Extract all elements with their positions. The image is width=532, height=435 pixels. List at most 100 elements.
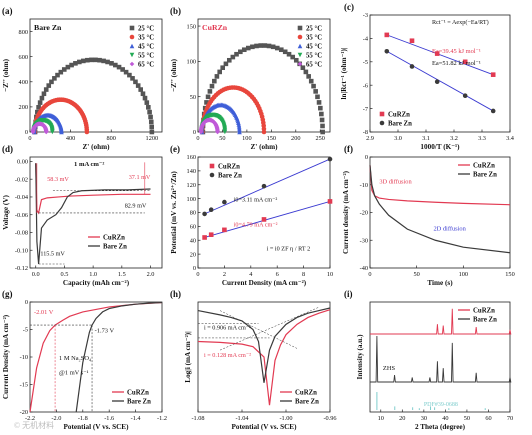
y-tick-label: -40 <box>360 265 368 272</box>
x-tick-label: 100 <box>459 271 468 278</box>
data-point <box>205 94 211 100</box>
data-point <box>270 44 276 50</box>
legend-swatch <box>129 52 135 58</box>
legend-swatch <box>209 172 215 178</box>
series-0 <box>200 43 325 135</box>
legend-swatch <box>129 43 135 49</box>
data-point <box>306 74 311 79</box>
panel-c: 2.9 3.0 3.1 3.2 3.3 3.4 -8 -7 -6 -5 -4 -3 1000/T (K⁻… <box>340 2 515 151</box>
x-tick-label: 3.4 <box>506 135 515 142</box>
plot-frame <box>369 14 511 133</box>
panel-label: (h) <box>170 289 181 299</box>
legend-item: Bare Zn <box>103 243 127 250</box>
data-point <box>222 129 228 135</box>
data-point <box>316 100 322 105</box>
data-point <box>123 69 129 75</box>
legend-item: 45 °C <box>138 43 154 50</box>
data-point <box>222 199 227 205</box>
data-point <box>409 64 415 69</box>
data-point <box>55 72 60 78</box>
data-point <box>384 32 390 38</box>
y-tick-label: -8 <box>363 129 368 136</box>
legend-swatch <box>297 43 303 49</box>
x-tick-label: 3.2 <box>450 135 458 142</box>
legend-item: 45 °C <box>306 43 322 50</box>
legend-item: CuRZn <box>103 234 125 241</box>
data-point <box>238 49 243 55</box>
data-point <box>148 119 154 125</box>
y-tick-label: 0 <box>25 129 28 136</box>
data-point <box>278 47 284 53</box>
annotation: 1 M Na₂SO₄ <box>59 355 91 362</box>
data-point <box>202 235 207 240</box>
x-tick-label: -0.96 <box>323 415 336 422</box>
data-point <box>39 95 45 101</box>
data-point <box>120 67 125 72</box>
y-tick-label: -5 <box>363 59 368 66</box>
data-point <box>84 129 90 135</box>
y-axis-label: Current density (mA cm⁻²) <box>342 170 350 254</box>
legend-item: 25 °C <box>138 25 154 32</box>
data-point <box>327 199 333 204</box>
data-point <box>89 57 94 63</box>
guide-line <box>219 306 320 351</box>
data-point <box>230 54 236 60</box>
xrd-pattern <box>370 308 512 335</box>
y-tick-label: -5 <box>23 327 28 334</box>
annotation: i = 0.906 mA cm⁻² <box>204 325 251 332</box>
annotation: -1.73 V <box>95 327 115 334</box>
legend-item: Bare Zn <box>127 398 151 405</box>
data-point <box>490 108 496 114</box>
panel-g: -2.2 -2.0 -1.8 -1.6 -1.4 -1.2 -20 -15 -10 -5 0 Pote… <box>2 289 167 431</box>
inset-title: Bare Zn <box>34 23 62 32</box>
data-point <box>293 57 299 63</box>
data-point <box>144 100 150 105</box>
y-tick-label: 100 <box>187 196 196 203</box>
x-axis-label: Current Density (mA cm⁻²) <box>222 279 307 287</box>
data-point <box>116 64 122 70</box>
x-tick-label: -1.6 <box>104 415 114 422</box>
figure-watermark: © 无机材料 <box>14 420 54 430</box>
plot-frame <box>369 301 511 413</box>
y-tick-label: 0 <box>25 299 28 306</box>
x-tick-label: 100 <box>242 135 251 142</box>
x-tick-label: 4 <box>249 271 253 278</box>
data-point <box>311 83 316 89</box>
data-point <box>149 129 155 135</box>
data-point <box>250 44 255 50</box>
x-tick-label: -1.08 <box>191 415 204 422</box>
series-line <box>29 301 163 413</box>
y-tick-label: -20 <box>360 210 368 217</box>
annotation: PDF#39-0688 <box>424 402 458 408</box>
data-point <box>300 65 306 71</box>
data-point <box>109 61 114 66</box>
data-point <box>319 117 325 123</box>
data-point <box>127 72 132 78</box>
data-point <box>148 114 153 120</box>
x-tick-label: 2.0 <box>147 271 155 278</box>
y-tick-label: 20 <box>190 251 196 258</box>
x-axis-label: Potential (V vs. SCE) <box>64 423 130 431</box>
x-tick-label: -1.8 <box>78 415 88 422</box>
data-point <box>261 183 267 189</box>
y-tick-label: -0.06 <box>15 212 28 219</box>
x-tick-label: 250 <box>315 135 324 142</box>
panel-label: (c) <box>344 2 354 12</box>
y-tick-label: 0 <box>193 265 196 272</box>
legend-item: Bare Zn <box>295 398 319 405</box>
x-tick-label: 3.1 <box>422 135 430 142</box>
data-point <box>319 111 324 117</box>
annotation: @1 mV s⁻¹ <box>59 370 89 377</box>
y-tick-label: 800 <box>19 29 28 36</box>
legend-swatch <box>129 34 135 40</box>
data-point <box>315 94 320 100</box>
x-tick-label: 2.9 <box>366 135 374 142</box>
x-tick-label: 150 <box>505 271 514 278</box>
legend-swatch <box>297 25 303 31</box>
y-tick-label: -10 <box>360 182 368 189</box>
data-point <box>226 57 232 63</box>
data-point <box>140 91 146 97</box>
data-point <box>138 87 143 92</box>
x-tick-label: 1.0 <box>89 271 97 278</box>
